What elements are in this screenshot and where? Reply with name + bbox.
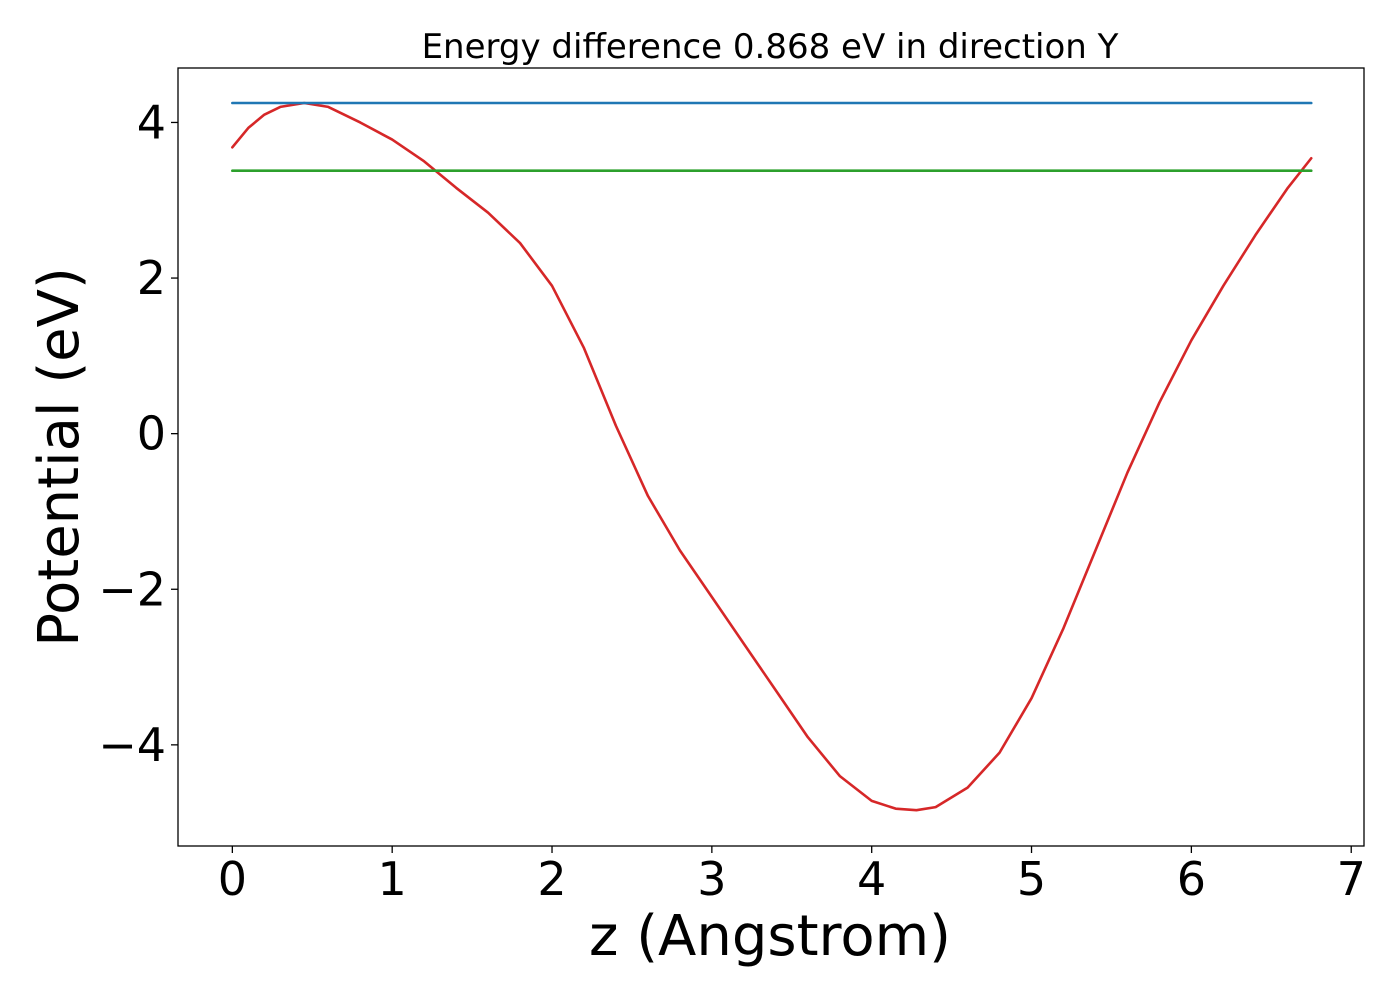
y-tick-label: 4 bbox=[137, 95, 166, 149]
plot-frame bbox=[177, 67, 1365, 847]
y-tick-label: 0 bbox=[137, 407, 166, 461]
y-tick-label: −4 bbox=[98, 718, 166, 772]
x-axis-label: z (Angstrom) bbox=[589, 904, 951, 969]
plot-area bbox=[177, 67, 1365, 847]
y-tick-label: −2 bbox=[98, 562, 166, 616]
x-tick-label: 0 bbox=[218, 852, 247, 906]
x-tick-label: 7 bbox=[1337, 852, 1366, 906]
x-tick-label: 1 bbox=[378, 852, 407, 906]
x-tick-label: 3 bbox=[697, 852, 726, 906]
x-tick-label: 5 bbox=[1017, 852, 1046, 906]
y-axis-label: Potential (eV) bbox=[27, 267, 92, 647]
chart-title: Energy difference 0.868 eV in direction … bbox=[422, 27, 1119, 67]
x-tick-label: 6 bbox=[1177, 852, 1206, 906]
y-tick-label: 2 bbox=[137, 251, 166, 305]
x-tick-label: 2 bbox=[537, 852, 566, 906]
x-tick-label: 4 bbox=[857, 852, 886, 906]
series-line-0 bbox=[231, 101, 1313, 812]
x-axis-ticks: 0 1 2 3 4 5 6 7 bbox=[218, 846, 1366, 906]
y-axis-ticks: −4 −2 0 2 4 bbox=[98, 95, 178, 772]
